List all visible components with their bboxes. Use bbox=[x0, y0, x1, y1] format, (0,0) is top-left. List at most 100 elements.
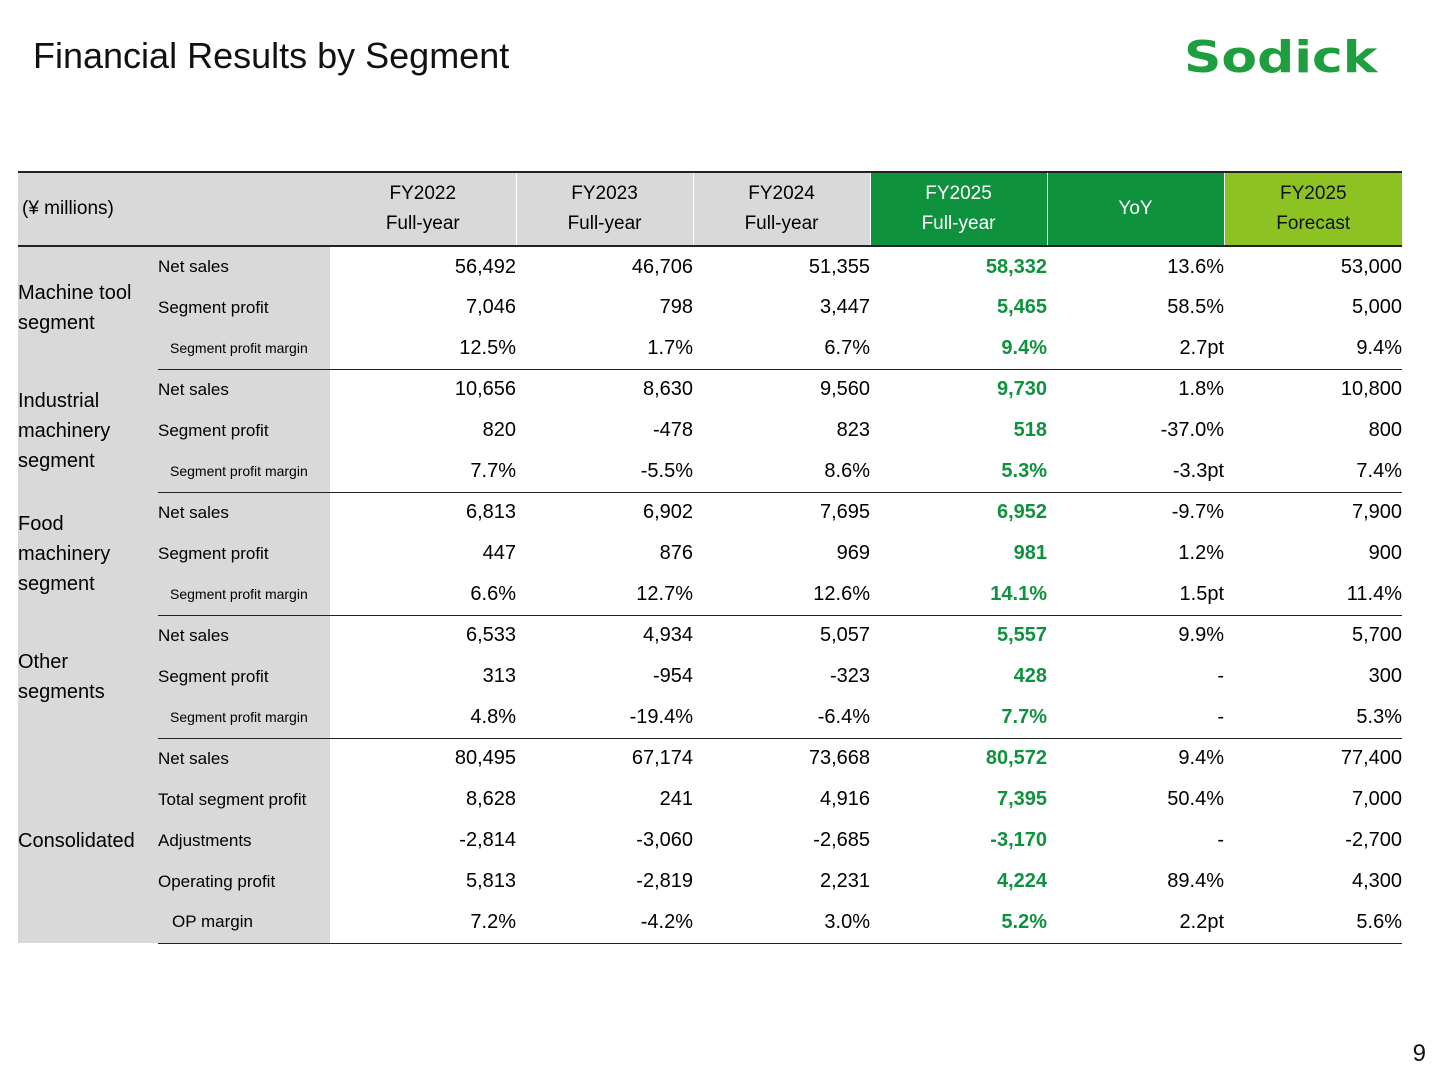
value-cell: 2.2pt bbox=[1047, 902, 1225, 944]
value-cell: 900 bbox=[1368, 542, 1403, 564]
value-cell: 5,813 bbox=[465, 870, 517, 892]
value-cell: 1.8% bbox=[1178, 378, 1225, 401]
table-row: Machine tool segment Net sales 56,492 46,70… bbox=[18, 246, 1402, 369]
page-title: Financial Results by Segment bbox=[33, 35, 510, 76]
value-cell: 7.4% bbox=[1224, 451, 1403, 493]
value-cell: 313 bbox=[482, 665, 517, 687]
highlight-value-cell: 58,332 bbox=[985, 255, 1048, 278]
column-header-forecast: FY2025 Forecast bbox=[1223, 171, 1403, 247]
highlight-value-cell: -3,170 bbox=[990, 829, 1048, 851]
metric-label: Segment profit margin bbox=[158, 697, 331, 739]
metric-label: Segment profit bbox=[158, 533, 331, 574]
value-cell: 6.7% bbox=[693, 328, 871, 370]
value-cell: 8.6% bbox=[693, 451, 871, 493]
table-row: Other segments Net sales 6,533 4,934 5,057 5,… bbox=[18, 615, 1402, 738]
table-row: Segment profit 7,046 798 3,447 5,465 58.5% 5,0… bbox=[18, 287, 1402, 328]
table-row: Segment profit 447 876 969 981 1.2% 900 bbox=[18, 533, 1402, 574]
value-cell: -4.2% bbox=[516, 902, 694, 944]
highlight-value-cell: 9.4% bbox=[870, 328, 1048, 370]
metric-label: Total segment profit bbox=[158, 779, 331, 820]
value-cell: -5.5% bbox=[516, 451, 694, 493]
metric-label: Net sales bbox=[158, 369, 331, 410]
table-row: OP margin 7.2% -4.2% 3.0% 5.2% 2.2pt 5.6% bbox=[18, 902, 1403, 944]
highlight-value-cell: 7.7% bbox=[870, 697, 1048, 739]
value-cell: 300 bbox=[1368, 665, 1403, 687]
metric-label: Net sales bbox=[158, 492, 331, 533]
metric-label: Operating profit bbox=[158, 861, 331, 902]
value-cell: 820 bbox=[482, 419, 517, 441]
value-cell: 4,300 bbox=[1351, 870, 1403, 892]
column-header-yoy: YoY bbox=[1046, 171, 1225, 247]
value-cell: 80,495 bbox=[454, 747, 517, 770]
value-cell: 3.0% bbox=[693, 902, 871, 944]
segment-label: Food machinery segment bbox=[18, 492, 158, 615]
metric-label: Segment profit bbox=[158, 287, 331, 328]
value-cell: 58.5% bbox=[1167, 296, 1225, 318]
value-cell: 6,813 bbox=[465, 501, 517, 524]
value-cell: 9.4% bbox=[1224, 328, 1403, 370]
table-row: Segment profit 820 -478 823 518 -37.0% 800 bbox=[18, 410, 1402, 451]
value-cell: 876 bbox=[659, 542, 694, 564]
highlight-value-cell: 5,465 bbox=[996, 296, 1048, 318]
value-cell: 73,668 bbox=[808, 747, 871, 770]
value-cell: 5.6% bbox=[1224, 902, 1403, 944]
value-cell: 67,174 bbox=[631, 747, 694, 770]
metric-label: Segment profit margin bbox=[158, 574, 331, 616]
value-cell: -19.4% bbox=[516, 697, 694, 739]
table-row: Segment profit margin 4.8% -19.4% -6.4% 7.7%… bbox=[18, 697, 1403, 739]
column-header: FY2024 Full-year bbox=[692, 171, 871, 247]
value-cell: -2,685 bbox=[813, 829, 871, 851]
value-cell: 5,057 bbox=[819, 624, 871, 647]
value-cell: -323 bbox=[829, 665, 871, 687]
value-cell: 8,628 bbox=[465, 788, 517, 810]
metric-label: Net sales bbox=[158, 615, 331, 656]
value-cell: 8,630 bbox=[642, 378, 694, 401]
value-cell: 5.3% bbox=[1224, 697, 1403, 739]
highlight-value-cell: 80,572 bbox=[985, 747, 1048, 770]
value-cell: -954 bbox=[652, 665, 694, 687]
segment-label: Industrial machinery segment bbox=[18, 369, 158, 492]
value-cell: 7.7% bbox=[330, 451, 517, 493]
value-cell: 10,800 bbox=[1340, 378, 1403, 401]
highlight-value-cell: 428 bbox=[1013, 665, 1048, 687]
table-row: Operating profit 5,813 -2,819 2,231 4,224 89.… bbox=[18, 861, 1402, 902]
metric-label: Segment profit bbox=[158, 410, 331, 451]
value-cell: 2.7pt bbox=[1047, 328, 1225, 370]
metric-label: OP margin bbox=[158, 902, 331, 944]
value-cell: 7,900 bbox=[1351, 501, 1403, 524]
highlight-value-cell: 4,224 bbox=[996, 870, 1048, 892]
highlight-value-cell: 5,557 bbox=[996, 624, 1048, 647]
value-cell: 13.6% bbox=[1167, 255, 1225, 278]
value-cell: 4.8% bbox=[330, 697, 517, 739]
highlight-value-cell: 981 bbox=[1013, 542, 1048, 564]
sodick-logo: Sodick bbox=[1184, 32, 1378, 83]
segment-label: Other segments bbox=[18, 615, 158, 738]
highlight-value-cell: 14.1% bbox=[870, 574, 1048, 616]
value-cell: -6.4% bbox=[693, 697, 871, 739]
column-header: FY2022 Full-year bbox=[330, 171, 517, 247]
value-cell: 7.2% bbox=[330, 902, 517, 944]
segment-results-table: (¥ millions) FY2022 Full-year FY2023 Full-… bbox=[18, 171, 1403, 944]
value-cell: 1.7% bbox=[516, 328, 694, 370]
table-row: Segment profit 313 -954 -323 428 - 300 bbox=[18, 656, 1402, 697]
metric-label: Segment profit margin bbox=[158, 451, 331, 493]
value-cell: -2,700 bbox=[1345, 829, 1403, 851]
highlight-value-cell: 9,730 bbox=[996, 378, 1048, 401]
value-cell: 1.2% bbox=[1178, 542, 1225, 564]
value-cell: 50.4% bbox=[1167, 788, 1225, 810]
table-row: Industrial machinery segment Net sales 10,… bbox=[18, 369, 1403, 492]
metric-label: Net sales bbox=[158, 246, 331, 287]
highlight-value-cell: 7,395 bbox=[996, 788, 1048, 810]
value-cell: 89.4% bbox=[1167, 870, 1225, 892]
value-cell: 823 bbox=[836, 419, 871, 441]
table-row: Segment profit margin 6.6% 12.7% 12.6% 14.1%… bbox=[18, 574, 1403, 616]
value-cell: 10,656 bbox=[454, 378, 517, 401]
metric-label: Segment profit bbox=[158, 656, 331, 697]
table-header-row: (¥ millions) FY2022 Full-year FY2023 Full-… bbox=[18, 171, 1403, 247]
highlight-value-cell: 6,952 bbox=[996, 501, 1048, 524]
value-cell: 9.4% bbox=[1178, 747, 1225, 770]
value-cell: 4,916 bbox=[819, 788, 871, 810]
value-cell: 2,231 bbox=[819, 870, 871, 892]
table-row: Segment profit margin 7.7% -5.5% 8.6% 5.3% -3… bbox=[18, 451, 1403, 493]
value-cell: 6,533 bbox=[465, 624, 517, 647]
